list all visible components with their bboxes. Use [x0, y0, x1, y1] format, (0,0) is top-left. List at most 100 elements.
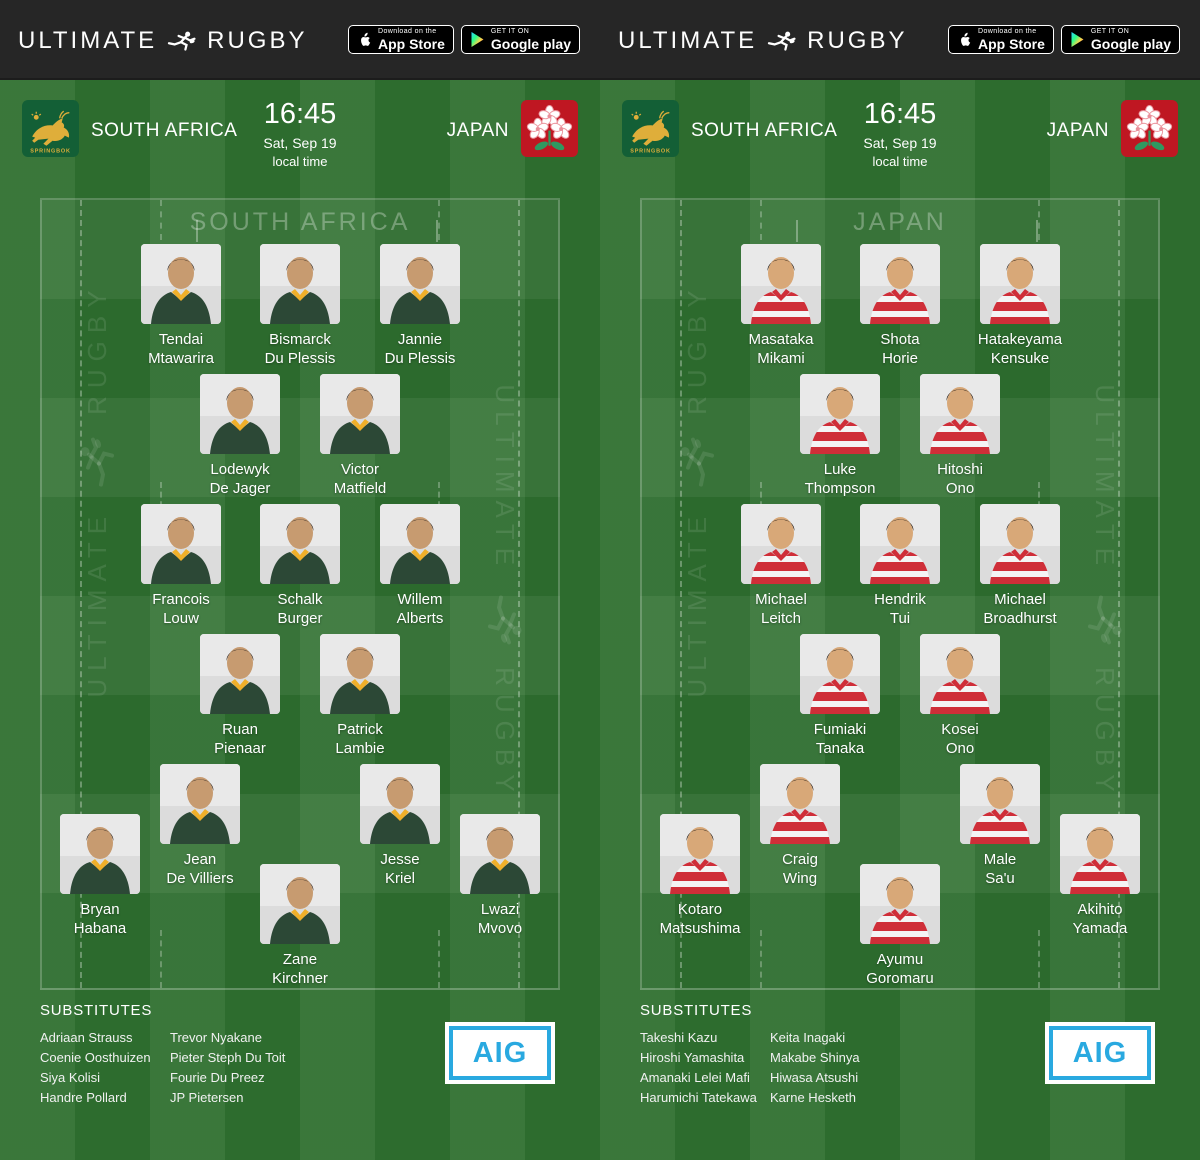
player-name: Ruan Pienaar	[170, 720, 310, 758]
player-last-name: Ono	[945, 480, 975, 497]
pitch-line	[438, 930, 440, 988]
watermark-word: RUGBY	[1090, 667, 1121, 800]
player-photo	[741, 504, 821, 584]
player-photo-placeholder	[380, 504, 460, 584]
apple-icon	[961, 32, 971, 46]
player-name: Masataka Mikami	[711, 330, 851, 368]
player-card[interactable]: Akihito Yamada	[1030, 814, 1170, 938]
player-card[interactable]: Willem Alberts	[350, 504, 490, 628]
watermark-word: ULTIMATE	[681, 508, 712, 698]
substitute-name: Amanaki Lelei Mafi	[640, 1070, 750, 1085]
player-name: Male Sa'u	[930, 850, 1070, 888]
player-name: Lwazi Mvovo	[430, 900, 570, 938]
player-last-name: Burger	[277, 610, 323, 627]
player-card[interactable]: Michael Leitch	[711, 504, 851, 628]
substitute-name: Makabe Shinya	[770, 1050, 860, 1065]
kickoff-date: Sat, Sep 19	[263, 135, 337, 151]
store-badges: Download on the App Store GET IT ON	[947, 25, 1180, 54]
pitch-line	[160, 930, 162, 988]
player-photo-placeholder	[800, 634, 880, 714]
aig-sponsor-logo: AIG	[445, 1022, 555, 1084]
app-store-tagline: Download on the	[377, 28, 437, 35]
ultimate-rugby-logo: ULTIMATE RUGBY	[618, 24, 907, 58]
player-card[interactable]: Masataka Mikami	[711, 244, 851, 368]
player-card[interactable]: Luke Thompson	[770, 374, 910, 498]
player-first-name: Ayumu	[876, 951, 924, 968]
player-name: Willem Alberts	[350, 590, 490, 628]
app-store-badge[interactable]: Download on the App Store	[947, 25, 1054, 54]
pitch-team-title: JAPAN	[853, 208, 947, 236]
player-card[interactable]: Bryan Habana	[30, 814, 170, 938]
player-photo	[741, 244, 821, 324]
rugby-runner-icon	[1088, 595, 1122, 645]
pitch-line	[160, 200, 162, 240]
player-photo	[320, 634, 400, 714]
player-photo-placeholder	[141, 504, 221, 584]
player-card[interactable]: Hitoshi Ono	[890, 374, 1030, 498]
pitch-line	[760, 930, 762, 988]
player-card[interactable]: Tendai Mtawarira	[111, 244, 251, 368]
pitch-line	[1118, 200, 1120, 988]
aig-sponsor-text: AIG	[1049, 1026, 1151, 1080]
player-name: Hatakeyama Kensuke	[950, 330, 1090, 368]
player-photo	[860, 244, 940, 324]
player-photo-placeholder	[860, 244, 940, 324]
google-play-badge[interactable]: GET IT ON Google play	[1060, 25, 1180, 54]
local-time-note: local time	[272, 154, 328, 169]
player-card[interactable]: Victor Matfield	[290, 374, 430, 498]
player-photo	[980, 504, 1060, 584]
player-photo	[380, 244, 460, 324]
player-photo-placeholder	[260, 244, 340, 324]
watermark-word: ULTIMATE	[1090, 384, 1121, 574]
player-first-name: Masataka	[748, 331, 814, 348]
google-play-badge[interactable]: GET IT ON Google play	[460, 25, 580, 54]
player-card[interactable]: Male Sa'u	[930, 764, 1070, 888]
kickoff-time: 16:45	[263, 98, 337, 130]
player-card[interactable]: Lwazi Mvovo	[430, 814, 570, 938]
player-card[interactable]: Craig Wing	[730, 764, 870, 888]
player-first-name: Male	[983, 851, 1017, 868]
player-card[interactable]: Michael Broadhurst	[950, 504, 1090, 628]
substitutes-section: SUBSTITUTES Adriaan Strauss Coenie Oosthu…	[40, 1002, 285, 1108]
watermark-word: RUGBY	[490, 667, 521, 800]
player-card[interactable]: Jesse Kriel	[330, 764, 470, 888]
away-team-name: JAPAN	[446, 120, 509, 141]
player-photo-placeholder	[460, 814, 540, 894]
app-store-badge[interactable]: Download on the App Store	[347, 25, 454, 54]
brand-word-ultimate: ULTIMATE	[618, 27, 758, 54]
player-name: Jesse Kriel	[330, 850, 470, 888]
player-last-name: Tanaka	[815, 740, 865, 757]
player-card[interactable]: Zane Kirchner	[230, 864, 370, 988]
player-card[interactable]: Jannie Du Plessis	[350, 244, 490, 368]
player-first-name: Michael	[994, 591, 1046, 608]
subs-col1: Takeshi Kazu Hiroshi Yamashita Amanaki Lel…	[640, 1028, 770, 1108]
player-card[interactable]: Hendrik Tui	[830, 504, 970, 628]
player-photo	[860, 864, 940, 944]
player-card[interactable]: Patrick Lambie	[290, 634, 430, 758]
player-first-name: Kosei	[941, 721, 979, 738]
player-card[interactable]: Hatakeyama Kensuke	[950, 244, 1090, 368]
player-first-name: Ruan	[222, 721, 258, 738]
rugby-runner-icon	[680, 437, 714, 487]
player-card[interactable]: Bismarck Du Plessis	[230, 244, 370, 368]
player-last-name: Louw	[163, 610, 199, 627]
player-card[interactable]: Schalk Burger	[230, 504, 370, 628]
player-card[interactable]: Francois Louw	[111, 504, 251, 628]
substitute-name: Handre Pollard	[40, 1090, 127, 1105]
player-first-name: Bryan	[80, 901, 120, 918]
player-first-name: Jannie	[397, 331, 443, 348]
player-card[interactable]: Lodewyk De Jager	[170, 374, 310, 498]
kickoff-info: 16:45 Sat, Sep 19 local time	[863, 98, 936, 169]
player-card[interactable]: Kotaro Matsushima	[630, 814, 770, 938]
player-photo-placeholder	[1060, 814, 1140, 894]
player-card[interactable]: Kosei Ono	[890, 634, 1030, 758]
player-first-name: Patrick	[337, 721, 383, 738]
player-photo	[60, 814, 140, 894]
player-card[interactable]: Fumiaki Tanaka	[770, 634, 910, 758]
player-card[interactable]: Ayumu Goromaru	[830, 864, 970, 988]
player-photo	[960, 764, 1040, 844]
player-card[interactable]: Shota Horie	[830, 244, 970, 368]
player-card[interactable]: Jean De Villiers	[130, 764, 270, 888]
player-photo	[980, 244, 1060, 324]
player-card[interactable]: Ruan Pienaar	[170, 634, 310, 758]
